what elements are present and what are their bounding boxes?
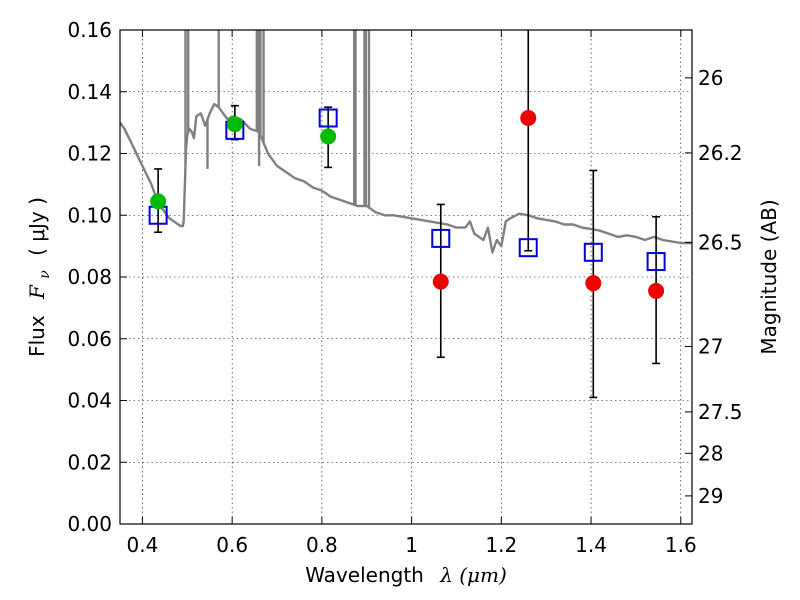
x-axis-label: Wavelength <box>305 563 424 587</box>
y-tick-label: 0.04 <box>67 389 112 413</box>
observed-red-point <box>520 109 537 126</box>
y-axis-symbol-sub: ν <box>37 270 53 279</box>
y-tick-label: 0.08 <box>67 265 112 289</box>
error-bars <box>154 30 661 399</box>
x-axis-title: Wavelength λ (μm) <box>305 563 507 587</box>
y-tick-label: 0.10 <box>67 203 112 227</box>
grid <box>120 29 692 525</box>
y-axis-symbol: F <box>25 284 49 300</box>
y-tick-label: 0.16 <box>67 18 112 42</box>
model-square <box>431 228 451 248</box>
x-tick-label: 0.4 <box>127 533 159 557</box>
observed-red-point <box>585 275 602 292</box>
x-tick-label: 1.2 <box>485 533 517 557</box>
observed-green-point <box>226 116 243 133</box>
x-tick-label: 0.6 <box>216 533 248 557</box>
x-tick-label: 1.6 <box>665 533 697 557</box>
x-tick-label: 1.4 <box>575 533 607 557</box>
y2-tick-label: 27.5 <box>698 400 743 424</box>
y2-tick-label: 27 <box>698 334 723 358</box>
spectrum-line <box>120 102 692 254</box>
y-tick-label: 0.00 <box>67 512 112 536</box>
model-spectrum <box>120 30 692 254</box>
y-tick-label: 0.06 <box>67 327 112 351</box>
x-tick-label: 0.8 <box>306 533 338 557</box>
observed-red-point <box>432 273 449 290</box>
observed-green-point <box>150 193 167 210</box>
x-tick-label: 1 <box>405 533 418 557</box>
model-square <box>583 242 603 262</box>
y-axis-label: Flux <box>25 315 49 357</box>
observed-points <box>150 109 665 299</box>
y2-tick-label: 26.2 <box>698 141 743 165</box>
y2-tick-label: 29 <box>698 484 723 508</box>
y-axis-unit: ( μJy ) <box>25 197 49 256</box>
y-tick-label: 0.12 <box>67 142 112 166</box>
observed-red-point <box>648 282 665 299</box>
y2-tick-label: 28 <box>698 441 723 465</box>
y2-axis-title: Magnitude (AB) <box>757 199 781 354</box>
model-square <box>318 108 338 128</box>
y-tick-label: 0.14 <box>67 80 112 104</box>
observed-green-point <box>320 128 337 145</box>
model-square <box>518 238 538 258</box>
axis-ticks: 0.4 0.6 0.8 1 1.2 1.4 1.6 0.00 0.02 0.04 0.06 0.08 0… <box>67 18 742 557</box>
y-axis-title: Flux F ν ( μJy ) <box>25 197 54 357</box>
y2-tick-label: 26 <box>698 66 723 90</box>
model-squares <box>148 108 666 272</box>
y2-tick-label: 26.5 <box>698 230 743 254</box>
model-square <box>646 252 666 272</box>
y-tick-label: 0.02 <box>67 450 112 474</box>
x-axis-symbol: λ (μm) <box>439 563 507 587</box>
